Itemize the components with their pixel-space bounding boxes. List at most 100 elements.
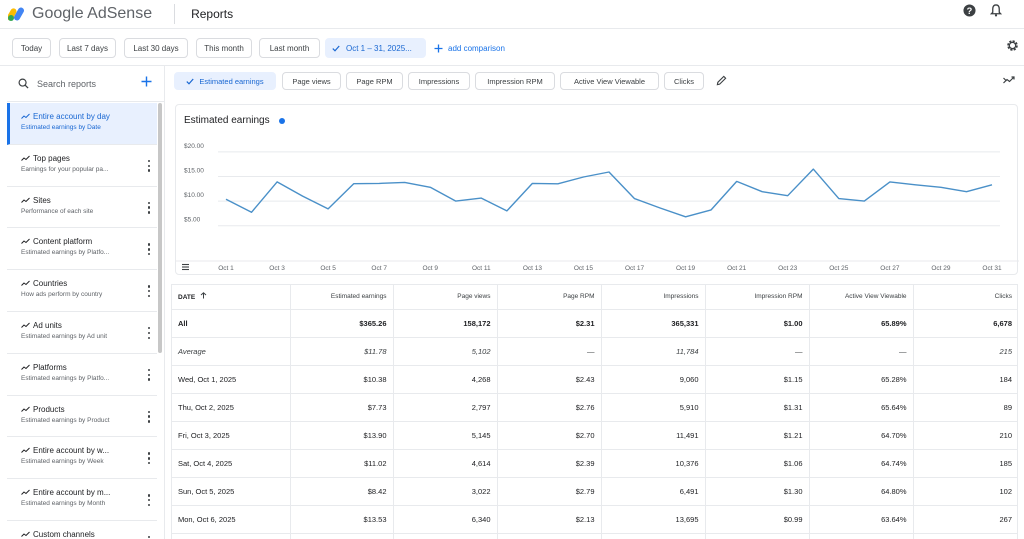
x-tick-label: Oct 9 [422,265,438,272]
sidebar-report-item[interactable]: Entire account by m... Estimated earnings… [7,479,157,521]
metric-chip-clicks[interactable]: Clicks [664,72,704,90]
report-subtitle: Estimated earnings by Platfo... [21,249,110,257]
sidebar-report-item[interactable]: Countries How ads perform by country [7,270,157,312]
table-cell: Thu, Oct 2, 2025 [172,393,290,422]
data-point [301,194,304,197]
table-cell: $365.26 [289,309,393,338]
column-header[interactable]: Clicks [912,285,1018,310]
report-title-row: Ad units [21,321,131,330]
trend-chart-toggle-icon[interactable] [1003,75,1015,85]
column-header-label: Active View Viewable [844,293,907,301]
add-report-button[interactable] [141,75,152,91]
column-header[interactable]: DATE [172,285,290,310]
metric-chip-page-views[interactable]: Page views [282,72,341,90]
help-icon[interactable]: ? [963,4,976,17]
data-point [582,175,585,178]
chip-last-30-days[interactable]: Last 30 days [124,38,188,58]
table-cell: 65.64% [808,393,913,422]
table-cell: $1.00 [704,309,809,338]
trend-icon [21,448,30,454]
report-title: Entire account by w... [33,446,110,456]
column-header[interactable]: Page RPM [496,285,601,310]
metric-chip-active-view-viewable[interactable]: Active View Viewable [560,72,659,90]
search-reports-field[interactable]: Search reports [7,66,165,102]
metric-chip-page-rpm[interactable]: Page RPM [346,72,403,90]
date-range-selector[interactable]: Oct 1 – 31, 2025... [325,38,426,58]
table-cell: 2,797 [392,393,497,422]
more-options-icon[interactable] [144,410,154,423]
more-options-icon[interactable] [144,159,154,172]
data-point [403,181,406,184]
table-cell: Sun, Oct 5, 2025 [172,477,290,506]
table-cell: $7.73 [289,393,393,422]
sort-ascending-icon[interactable] [200,292,207,299]
divider [174,4,176,24]
sidebar-report-item[interactable]: Platforms Estimated earnings by Platfo... [7,354,157,396]
column-header[interactable]: Active View Viewable [808,285,913,310]
report-subtitle: Estimated earnings by Product [21,416,110,424]
chip-this-month[interactable]: This month [196,38,252,58]
more-options-icon[interactable] [144,368,154,381]
sidebar-report-item[interactable]: Top pages Earnings for your popular pa... [7,145,157,187]
series-line-estimated-earnings [225,168,993,218]
chart-menu-icon[interactable] [182,263,189,271]
column-header-label: DATE [178,294,196,302]
more-options-icon[interactable] [144,326,154,339]
adsense-logo[interactable]: Google AdSense [8,5,152,23]
metric-selector-bar: Estimated earnings Page views Page RPM I… [166,66,1024,96]
saved-reports-list: Entire account by day Estimated earnings … [7,103,157,539]
search-placeholder: Search reports [37,78,97,89]
chip-today[interactable]: Today [12,38,51,58]
column-header[interactable]: Impression RPM [704,285,809,310]
x-tick-label: Oct 17 [625,265,645,272]
table-cell: — [808,337,913,366]
more-options-icon[interactable] [144,535,154,539]
report-title: Entire account by day [33,112,110,121]
metric-chip-estimated-earnings[interactable]: Estimated earnings [174,72,276,90]
table-cell: $1.21 [704,421,809,450]
notifications-bell-icon[interactable] [990,4,1002,17]
table-cell: 184 [912,365,1018,394]
check-icon [186,78,195,85]
earnings-line-chart[interactable]: $5.00 $10.00 $15.00 $20.00 Oct 1 Oct 3 Oct 5 Oc… [176,105,1019,276]
sidebar-report-item[interactable]: Ad units Estimated earnings by Ad unit [7,312,157,354]
table-cell: $1.30 [704,477,809,506]
edit-pencil-icon[interactable] [716,75,727,86]
more-options-icon[interactable] [144,494,154,507]
data-point [327,207,330,210]
add-comparison-button[interactable]: add comparison [434,38,505,58]
more-options-icon[interactable] [144,452,154,465]
report-title-row: Entire account by day [21,112,131,121]
sidebar-report-item[interactable]: Entire account by w... Estimated earnings… [7,437,157,480]
more-options-icon[interactable] [144,201,154,214]
column-header[interactable]: Page views [392,285,497,310]
column-header-label: Clicks [994,293,1012,301]
report-title-row: Sites [21,196,131,205]
more-options-icon[interactable] [144,285,154,298]
column-header[interactable]: Estimated earnings [289,285,393,310]
sidebar-report-item[interactable]: Custom channels [7,521,157,539]
data-point [480,197,483,200]
x-tick-label: Oct 21 [727,265,747,272]
report-title-row: Products [21,405,131,414]
more-options-icon[interactable] [144,243,154,256]
metric-chip-impression-rpm[interactable]: Impression RPM [475,72,555,90]
table-row: Thu, Oct 2, 2025 $7.73 2,797 $2.76 5,910 $1.3… [172,393,1018,422]
chip-last-7-days[interactable]: Last 7 days [59,38,116,58]
settings-gear-icon[interactable] [1006,39,1019,52]
column-header[interactable]: Impressions [600,285,705,310]
report-subtitle: Estimated earnings by Ad unit [21,332,107,340]
sidebar-report-item[interactable]: Entire account by day Estimated earnings … [7,103,157,145]
sidebar-report-item[interactable]: Sites Performance of each site [7,187,157,229]
table-cell: 64.74% [808,449,913,478]
column-header-label: Impressions [663,293,699,301]
top-icons: ? [963,4,1002,17]
plus-icon [434,44,443,52]
table-cell: $2.43 [496,365,601,394]
sidebar-report-item[interactable]: Content platform Estimated earnings by Pl… [7,228,157,271]
metric-chip-impressions[interactable]: Impressions [408,72,470,90]
chip-last-month[interactable]: Last month [259,38,320,58]
sidebar-report-item[interactable]: Products Estimated earnings by Product [7,396,157,438]
sidebar-scrollbar[interactable] [158,103,162,353]
table-body: All $365.26 158,172 $2.31 365,331 $1.00 65.89%… [172,309,1018,539]
